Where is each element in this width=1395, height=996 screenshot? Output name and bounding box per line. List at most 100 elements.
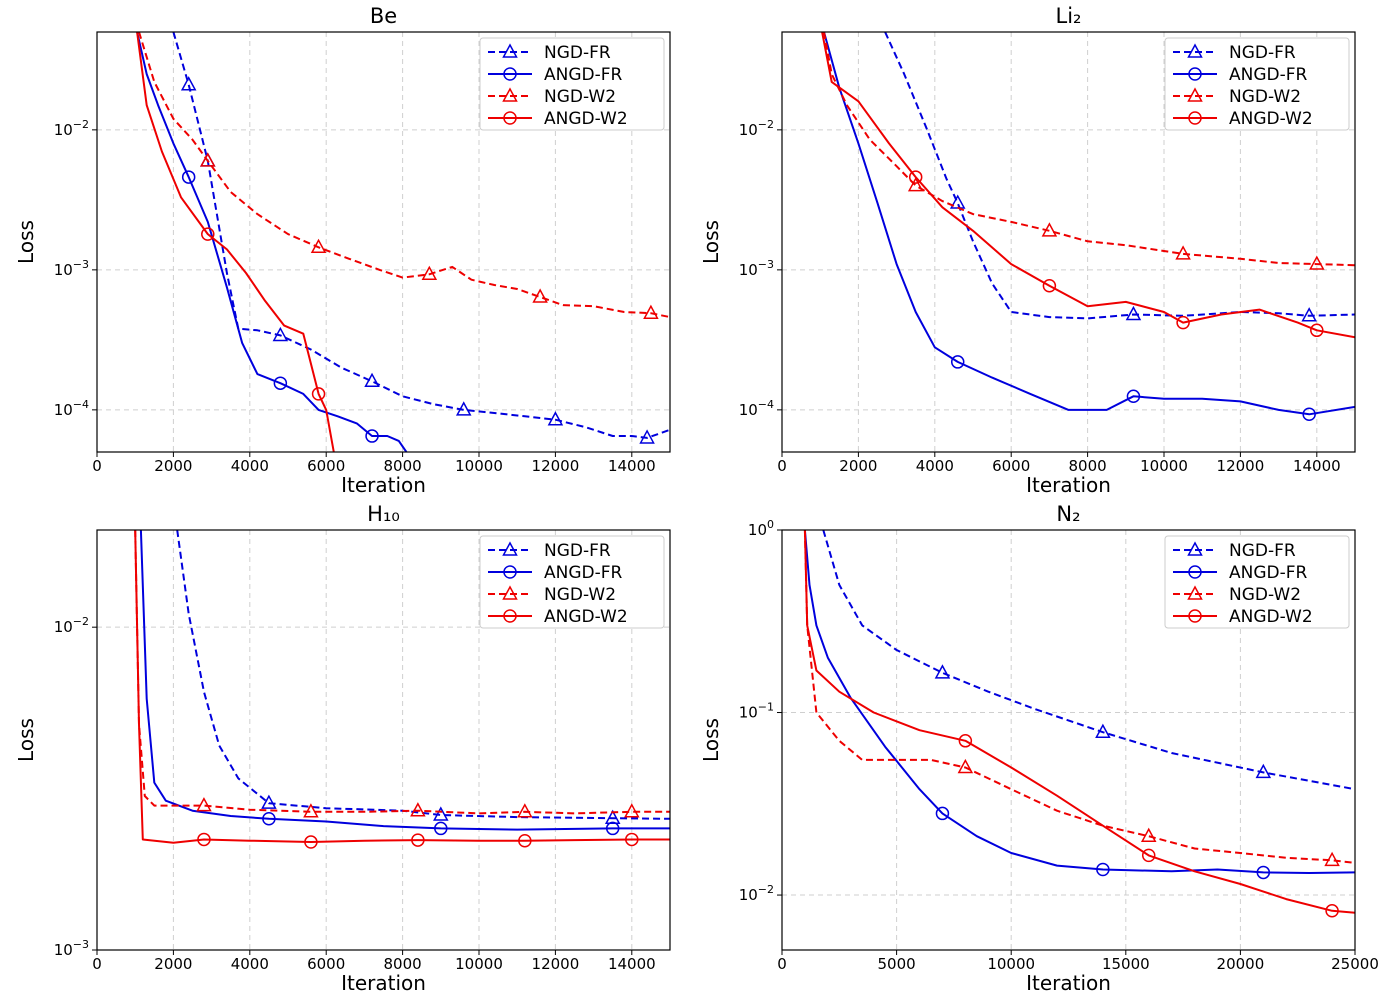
marker-angd-fr — [262, 812, 276, 826]
y-tick-label: 10−2 — [739, 118, 774, 139]
y-axis-label: Loss — [14, 220, 38, 264]
chart-title: Be — [370, 4, 397, 28]
x-tick-label: 6000 — [992, 457, 1030, 475]
marker-angd-fr — [1302, 407, 1316, 422]
marker-angd-w2 — [197, 832, 211, 847]
legend-box — [1164, 535, 1350, 629]
x-axis-label: Iteration — [341, 971, 426, 995]
x-tick-label: 0 — [777, 457, 787, 475]
series-line-angd-w2 — [134, 530, 670, 844]
series-line-ngd-w2 — [134, 530, 670, 815]
legend-box — [1164, 37, 1350, 131]
series-line-angd-fr — [139, 530, 670, 831]
marker-angd-w2 — [1310, 323, 1324, 338]
legend-box — [479, 37, 665, 131]
marker-angd-w2 — [1141, 848, 1156, 863]
marker-ngd-w2 — [410, 802, 426, 817]
marker-ngd-w2 — [1041, 222, 1058, 237]
marker-angd-fr — [365, 429, 379, 443]
x-tick-label: 4000 — [231, 457, 269, 475]
x-tick-label: 14000 — [608, 457, 656, 475]
x-tick-label: 12000 — [532, 955, 580, 973]
marker-angd-fr — [605, 821, 620, 836]
x-tick-label: 6000 — [307, 457, 345, 475]
marker-ngd-w2 — [1309, 255, 1325, 270]
marker-ngd-fr — [1095, 723, 1111, 738]
marker-ngd-fr — [1255, 763, 1272, 779]
legend-label-angd-w2: ANGD-W2 — [544, 109, 628, 129]
marker-ngd-w2 — [1324, 851, 1340, 867]
legend-label-ngd-w2: NGD-W2 — [1229, 585, 1301, 605]
plot-frame — [96, 31, 671, 453]
legend-label-ngd-fr: NGD-FR — [1229, 43, 1296, 63]
marker-angd-fr — [1096, 862, 1110, 877]
x-tick-label: 10000 — [987, 955, 1035, 973]
series-line-ngd-fr — [172, 32, 670, 439]
legend-marker-ngd-fr — [502, 43, 518, 58]
legend-label-angd-fr: ANGD-FR — [544, 65, 623, 85]
marker-angd-fr — [273, 376, 288, 390]
y-tick-label: 10−3 — [54, 938, 89, 959]
chart-panel-2: 0 2000 4000 6000 8000 10000 12000 14000 10−4 10−3… — [699, 4, 1356, 497]
y-tick-label: 10−2 — [54, 615, 89, 636]
legend-label-angd-w2: ANGD-W2 — [544, 607, 628, 627]
marker-ngd-fr — [455, 401, 472, 416]
marker-angd-w2 — [1042, 278, 1057, 293]
marker-ngd-w2 — [200, 152, 216, 167]
x-tick-label: 2000 — [154, 955, 192, 973]
marker-ngd-fr — [639, 429, 655, 444]
x-tick-label: 12000 — [1217, 457, 1265, 475]
plot-area — [803, 530, 1355, 918]
plot-frame — [781, 31, 1356, 453]
x-tick-label: 4000 — [231, 955, 269, 973]
marker-ngd-w2 — [303, 803, 319, 818]
series-line-angd-w2 — [821, 32, 1355, 339]
y-tick-label: 10−3 — [739, 258, 774, 279]
chart-panel-1: 0 2000 4000 6000 8000 10000 12000 14000 10−4 10−3… — [14, 4, 671, 497]
y-tick-label: 10−1 — [739, 701, 774, 722]
legend-label-angd-fr: ANGD-FR — [1229, 563, 1308, 583]
x-tick-label: 8000 — [384, 457, 422, 475]
marker-angd-w2 — [1325, 904, 1339, 918]
series-line-ngd-fr — [884, 32, 1355, 320]
marker-angd-w2 — [1176, 315, 1190, 330]
plot-area — [136, 32, 670, 452]
x-tick-label: 8000 — [1069, 457, 1107, 475]
x-tick-label: 0 — [92, 955, 102, 973]
x-tick-label: 10000 — [455, 457, 503, 475]
legend-label-angd-fr: ANGD-FR — [544, 563, 623, 583]
y-axis-label: Loss — [699, 718, 723, 762]
marker-ngd-w2 — [532, 288, 548, 303]
legend-marker-ngd-fr — [502, 541, 518, 556]
series-line-angd-fr — [136, 32, 408, 452]
chart-title: Li₂ — [1056, 4, 1082, 28]
marker-ngd-w2 — [517, 803, 533, 818]
y-tick-label: 10−3 — [54, 258, 89, 279]
marker-angd-fr — [1126, 389, 1141, 404]
x-tick-label: 2000 — [839, 457, 877, 475]
marker-ngd-fr — [180, 76, 197, 91]
y-axis-label: Loss — [699, 220, 723, 264]
legend-label-ngd-fr: NGD-FR — [1229, 541, 1296, 561]
chart-title: H₁₀ — [367, 502, 400, 526]
x-tick-label: 10000 — [1140, 457, 1188, 475]
marker-ngd-fr — [1301, 307, 1317, 322]
series-line-angd-fr — [823, 32, 1355, 416]
marker-angd-fr — [181, 170, 196, 184]
y-tick-label: 100 — [748, 518, 774, 539]
marker-angd-w2 — [625, 832, 639, 847]
legend-label-ngd-fr: NGD-FR — [544, 43, 611, 63]
x-tick-label: 0 — [92, 457, 102, 475]
legend-marker-angd-fr — [1188, 565, 1202, 579]
legend-marker-ngd-fr — [1187, 541, 1203, 556]
x-tick-label: 10000 — [455, 955, 503, 973]
plot-area — [821, 32, 1355, 422]
marker-ngd-fr — [272, 326, 289, 342]
chart-panel-3: 0 2000 4000 6000 8000 10000 12000 14000 10−3 10−2… — [14, 502, 671, 995]
x-tick-label: 15000 — [1102, 955, 1150, 973]
legend-label-angd-fr: ANGD-FR — [1229, 65, 1308, 85]
